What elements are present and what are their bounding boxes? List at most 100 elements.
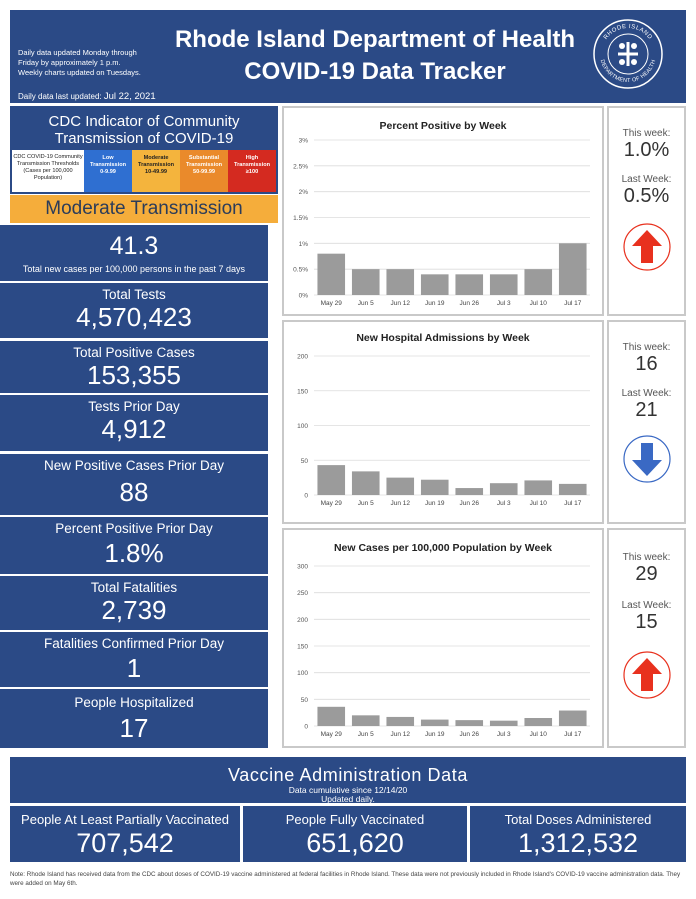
last-week-value: 15 [635, 611, 658, 633]
y-tick-label: 100 [297, 670, 308, 677]
bar [386, 716, 415, 726]
last-updated: Daily data last updated: Jul 22, 2021 [18, 91, 156, 102]
bar [558, 710, 587, 726]
x-tick-label: Jun 12 [390, 731, 410, 738]
stat-people-hospitalized: People Hospitalized 17 [0, 689, 268, 748]
x-tick-label: Jul 10 [530, 300, 548, 307]
week-compare-new-cases: This week: 29 Last Week: 15 [607, 528, 686, 748]
vaccine-fully-vaccinated: People Fully Vaccinated 651,620 [243, 806, 467, 862]
x-tick-label: Jul 10 [530, 731, 548, 738]
x-tick-label: May 29 [321, 500, 343, 507]
cdc-indicator-title: CDC Indicator of Community Transmission … [48, 113, 240, 147]
bar [351, 269, 380, 295]
bar [420, 274, 449, 295]
x-tick-label: Jun 19 [425, 500, 445, 507]
bar [455, 274, 484, 295]
last-week-value: 0.5% [623, 185, 670, 207]
threshold-low: Low Transmission 0-9.99 [84, 150, 132, 192]
bar [558, 243, 587, 295]
bar [524, 269, 553, 295]
new-cases-bar-chart: 0 50 100 150 200 250 300 May 29 Jun 5 Jun 12 Jun 1… [297, 564, 590, 738]
bar [351, 715, 380, 726]
bar [386, 477, 415, 495]
threshold-high: High Transmission ≥100 [228, 150, 276, 192]
this-week-value: 29 [635, 563, 658, 585]
y-tick-label: 100 [297, 423, 308, 430]
chart-percent-positive: Percent Positive by Week 0% 0.5% 1% 1.5% 2% 2… [282, 106, 604, 316]
x-tick-label: Jun 5 [358, 731, 374, 738]
x-tick-label: Jul 17 [564, 300, 582, 307]
last-updated-date: Jul 22, 2021 [103, 91, 156, 102]
y-tick-label: 0 [304, 724, 308, 731]
y-tick-label: 200 [297, 354, 308, 361]
cdc-indicator-panel: CDC Indicator of Community Transmission … [10, 106, 278, 194]
x-tick-label: May 29 [321, 300, 343, 307]
bar [455, 488, 484, 495]
y-tick-label: 2.5% [293, 163, 308, 170]
threshold-description: CDC COVID-19 Community Transmission Thre… [12, 150, 84, 192]
bar [420, 719, 449, 726]
y-tick-label: 300 [297, 564, 308, 571]
week-compare-hospital-admissions: This week: 16 Last Week: 21 [607, 320, 686, 524]
hospital-admissions-bar-chart: 0 50 100 150 200 May 29 Jun 5 Jun 12 Jun 19 Jun 2… [297, 354, 590, 507]
bar [317, 465, 346, 495]
x-tick-label: Jun 19 [425, 300, 445, 307]
x-tick-label: Jul 3 [497, 500, 511, 507]
bar [489, 274, 518, 295]
threshold-moderate: Moderate Transmission 10-49.99 [132, 150, 180, 192]
y-tick-label: 3% [299, 138, 309, 145]
bar [420, 479, 449, 495]
footnote: Note: Rhode Island has received data fro… [10, 871, 681, 887]
vaccine-title: Vaccine Administration Data [228, 765, 468, 785]
x-tick-label: Jun 26 [459, 300, 479, 307]
bar [524, 718, 553, 726]
x-tick-label: May 29 [321, 731, 343, 738]
y-tick-label: 50 [301, 697, 309, 704]
bar [524, 480, 553, 495]
x-tick-label: Jul 10 [530, 500, 548, 507]
seven-day-case-rate: 41.3 Total new cases per 100,000 persons… [0, 225, 268, 281]
y-tick-label: 150 [297, 644, 308, 651]
bar [386, 269, 415, 295]
y-tick-label: 2% [299, 189, 309, 196]
y-tick-label: 0% [299, 293, 309, 300]
x-tick-label: Jun 5 [358, 300, 374, 307]
percent-positive-bar-chart: 0% 0.5% 1% 1.5% 2% 2.5% 3% May 29 Jun 5 Jun 12 Jun… [293, 138, 590, 307]
vaccine-total-doses: Total Doses Administered 1,312,532 [470, 806, 686, 862]
arrow-down-icon [622, 435, 671, 483]
svg-text:RHODE ISLAND: RHODE ISLAND [603, 24, 653, 41]
last-week-value: 21 [635, 399, 658, 421]
x-tick-label: Jun 12 [390, 500, 410, 507]
case-rate-value: 41.3 [109, 232, 159, 260]
bar [489, 720, 518, 726]
x-tick-label: Jun 19 [425, 731, 445, 738]
stat-tests-prior-day: Tests Prior Day 4,912 [0, 395, 268, 451]
stat-percent-positive-prior-day: Percent Positive Prior Day 1.8% [0, 517, 268, 574]
y-tick-label: 1.5% [293, 215, 308, 222]
update-schedule-note: Daily data updated Monday through Friday… [18, 48, 141, 77]
transmission-threshold-scale: CDC COVID-19 Community Transmission Thre… [12, 150, 276, 192]
this-week-value: 1.0% [623, 139, 670, 161]
threshold-substantial: Substantial Transmission 50-99.99 [180, 150, 228, 192]
bar [489, 483, 518, 495]
y-tick-label: 1% [299, 241, 309, 248]
ri-doh-seal-logo: RHODE ISLAND DEPARTMENT OF HEALTH [593, 19, 663, 89]
chart-hospital-admissions: New Hospital Admissions by Week 0 50 100 15… [282, 320, 604, 524]
x-tick-label: Jun 12 [390, 300, 410, 307]
week-compare-percent-positive: This week: 1.0% Last Week: 0.5% [607, 106, 686, 316]
bar [317, 253, 346, 295]
x-tick-label: Jun 26 [459, 500, 479, 507]
y-tick-label: 0 [304, 493, 308, 500]
y-tick-label: 250 [297, 590, 308, 597]
transmission-level-badge: Moderate Transmission [10, 195, 278, 223]
x-tick-label: Jun 5 [358, 500, 374, 507]
chart-title: New Hospital Admissions by Week [356, 332, 530, 344]
stat-total-tests: Total Tests 4,570,423 [0, 283, 268, 338]
chart-title: New Cases per 100,000 Population by Week [333, 542, 553, 554]
vaccine-section-header: Vaccine Administration Data Data cumulat… [10, 757, 686, 804]
chart-new-cases-per-100k: New Cases per 100,000 Population by Week… [282, 528, 604, 748]
x-tick-label: Jul 3 [497, 731, 511, 738]
header-banner: Daily data updated Monday through Friday… [10, 10, 686, 103]
stat-new-positive-cases-prior-day: New Positive Cases Prior Day 88 [0, 454, 268, 515]
x-tick-label: Jun 26 [459, 731, 479, 738]
